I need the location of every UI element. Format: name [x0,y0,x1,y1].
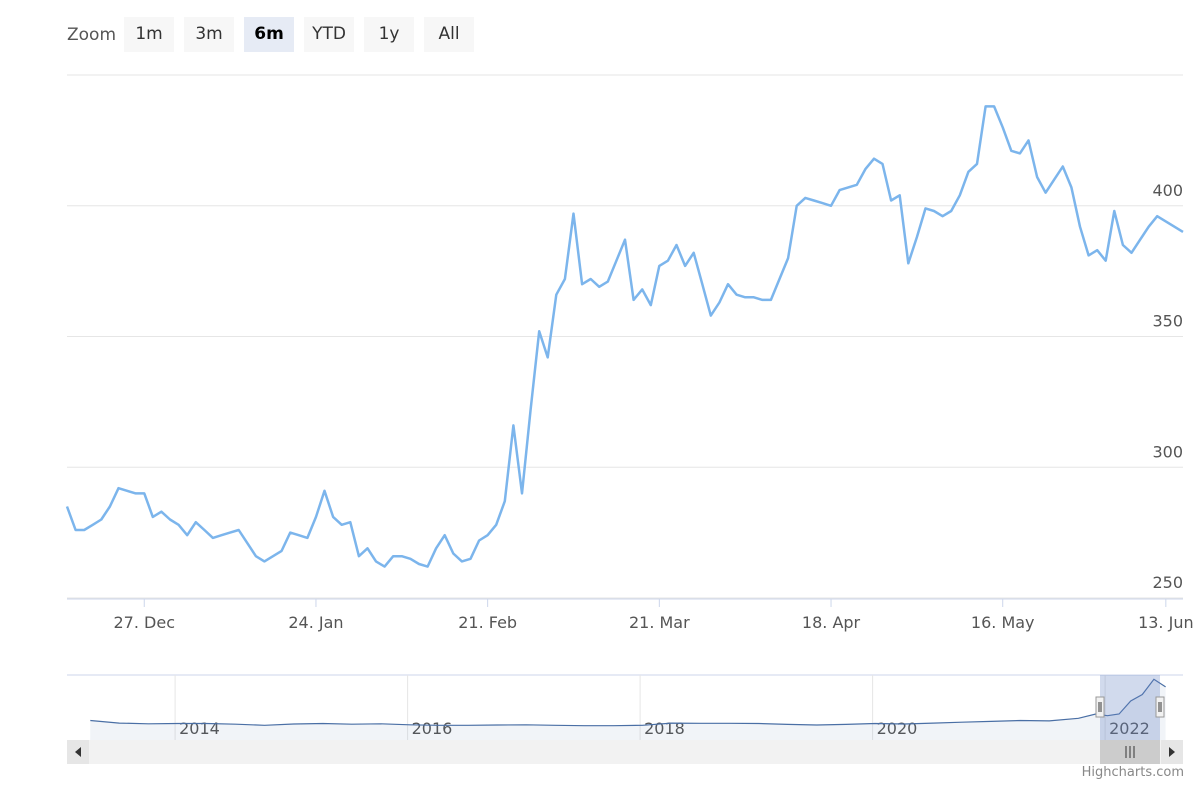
x-tick-label: 21. Feb [458,613,517,632]
x-tick-label: 16. May [971,613,1035,632]
x-tick-label: 24. Jan [288,613,343,632]
scrollbar-track[interactable] [67,740,1183,764]
x-tick-label: 21. Mar [629,613,690,632]
navigator-selection [1100,675,1160,740]
y-tick-label: 300 [1152,442,1183,461]
zoom-button[interactable]: 6m [244,17,295,52]
zoom-button[interactable]: 1m [124,17,175,52]
price-line [65,105,1184,568]
x-tick-label: 13. Jun [1138,613,1194,632]
zoom-button[interactable]: YTD [304,17,355,52]
handle-grip [1158,702,1162,712]
navigator-area [90,679,1166,740]
chart: 250 300 350 400 27. Dec 24. Jan 21. Feb 21. Mar… [65,74,1194,764]
zoom-button[interactable]: 3m [184,17,235,52]
y-tick-label: 350 [1152,312,1183,331]
y-tick-label: 250 [1152,573,1183,592]
navigator-handle[interactable] [1155,696,1165,718]
arrow-right [1169,747,1175,757]
zoom-button[interactable]: All [424,17,475,52]
navigator-tick-label: 2016 [412,719,453,738]
x-tick-label: 18. Apr [802,613,861,632]
arrow-left [75,747,81,757]
navigator-tick-label: 2022 [1109,719,1150,738]
navigator-line [90,678,1166,727]
handle-grip [1098,702,1102,712]
y-tick-label: 400 [1152,181,1183,200]
credit[interactable]: Highcharts.com [1081,765,1184,780]
zoom-bar: Zoom 1m 3m 6m YTD 1y All [67,17,484,52]
thumb-grip [1125,746,1135,758]
zoom-label: Zoom [67,24,117,45]
navigator-handle[interactable] [1095,696,1105,718]
x-tick-label: 27. Dec [114,613,176,632]
navigator-tick-label: 2018 [644,719,685,738]
zoom-button[interactable]: 1y [364,17,415,52]
